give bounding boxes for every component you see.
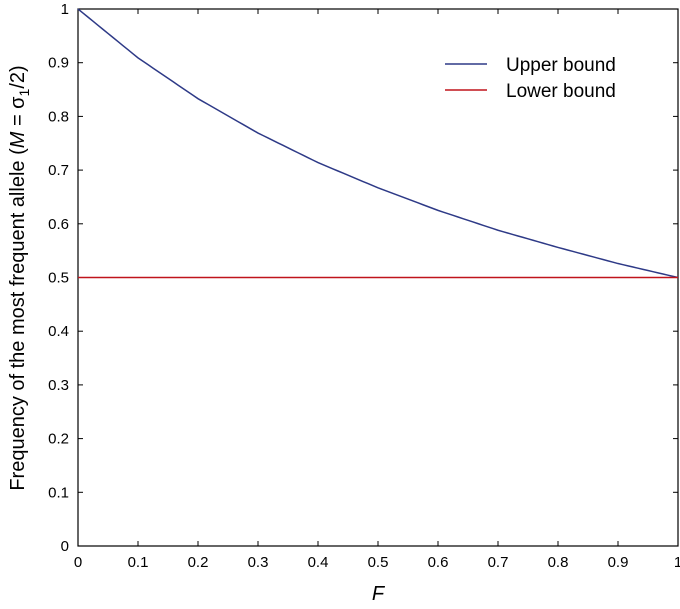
y-axis-label-prefix: Frequency of the most frequent allele ( — [7, 148, 29, 491]
series-line-upper-bound — [77, 8, 679, 279]
x-tick-label: 0.6 — [428, 554, 449, 571]
series-layer — [77, 8, 679, 279]
ticks — [77, 8, 679, 547]
legend-label-upper-bound: Upper bound — [506, 55, 616, 76]
y-tick-label: 0.6 — [48, 216, 69, 233]
x-tick-label: 0.2 — [188, 554, 209, 571]
y-tick-label: 0.1 — [48, 484, 69, 501]
y-tick-label: 0.4 — [48, 323, 69, 340]
tick-labels: 0 0.1 0.2 0.3 0.4 0.5 0.6 0.7 0.8 0.9 1 0 0.1 0.2 0.3 0… — [48, 1, 680, 571]
x-tick-label: 0 — [74, 554, 82, 571]
y-tick-label: 0 — [61, 538, 69, 555]
y-tick-label: 1 — [61, 1, 69, 18]
x-axis-label: F — [372, 583, 386, 605]
legend: Upper bound Lower bound — [445, 55, 616, 102]
y-tick-label: 0.8 — [48, 108, 69, 125]
x-tick-label: 0.8 — [548, 554, 569, 571]
y-tick-label: 0.2 — [48, 431, 69, 448]
y-tick-label: 0.7 — [48, 162, 69, 179]
legend-label-lower-bound: Lower bound — [506, 81, 616, 102]
y-axis-label-var: M — [7, 131, 29, 148]
x-tick-label: 1 — [674, 554, 680, 571]
y-tick-label: 0.3 — [48, 377, 69, 394]
x-tick-label: 0.1 — [128, 554, 149, 571]
y-axis-label-suffix: /2) — [7, 65, 29, 88]
x-tick-label: 0.7 — [488, 554, 509, 571]
y-axis-label-sub: 1 — [16, 88, 32, 96]
x-tick-label: 0.4 — [308, 554, 329, 571]
x-tick-label: 0.3 — [248, 554, 269, 571]
x-tick-label: 0.5 — [368, 554, 389, 571]
x-tick-label: 0.9 — [608, 554, 629, 571]
y-tick-label: 0.9 — [48, 55, 69, 72]
y-axis-label-eq: = σ — [7, 96, 29, 132]
y-tick-label: 0.5 — [48, 270, 69, 287]
y-axis-label: Frequency of the most frequent allele (M… — [7, 65, 32, 490]
